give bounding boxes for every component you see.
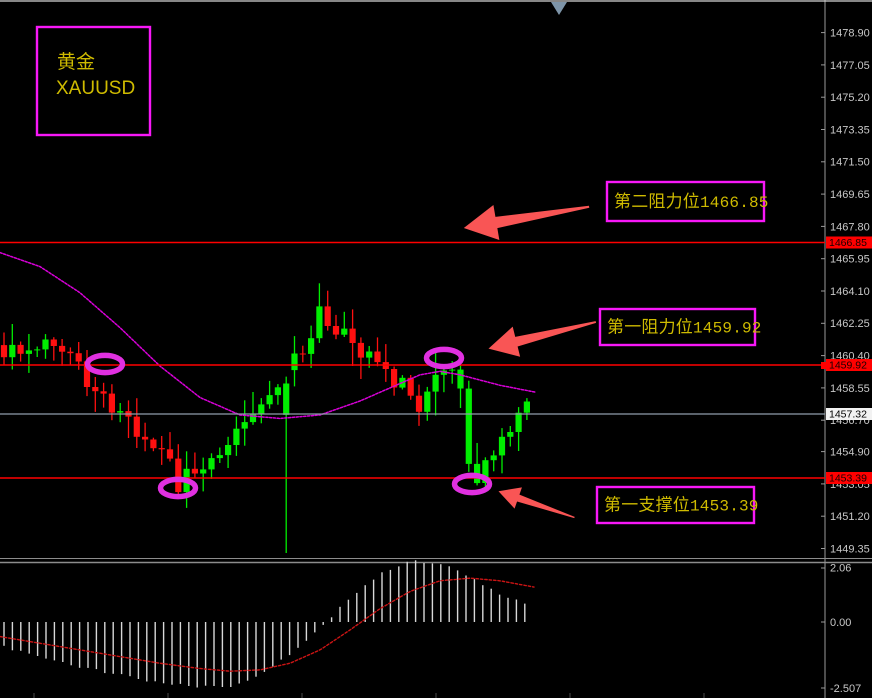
svg-text:1465.95: 1465.95 xyxy=(830,254,870,266)
svg-text:1478.90: 1478.90 xyxy=(830,28,870,40)
svg-text:第一支撑位1453.39: 第一支撑位1453.39 xyxy=(604,496,759,516)
svg-text:1457.32: 1457.32 xyxy=(829,408,867,420)
svg-text:1467.80: 1467.80 xyxy=(830,221,870,233)
svg-text:第二阻力位1466.85: 第二阻力位1466.85 xyxy=(614,192,769,212)
svg-text:黄金: 黄金 xyxy=(57,51,95,73)
svg-text:1466.85: 1466.85 xyxy=(829,237,867,249)
svg-text:1458.55: 1458.55 xyxy=(830,383,870,395)
svg-text:1477.05: 1477.05 xyxy=(830,60,870,72)
svg-text:0.00: 0.00 xyxy=(830,617,851,629)
svg-text:1449.35: 1449.35 xyxy=(830,543,870,555)
svg-text:1471.50: 1471.50 xyxy=(830,157,870,169)
svg-text:-2.507: -2.507 xyxy=(830,683,861,695)
svg-text:1451.20: 1451.20 xyxy=(830,511,870,523)
svg-text:1462.25: 1462.25 xyxy=(830,318,870,330)
svg-text:XAUUSD: XAUUSD xyxy=(56,78,135,99)
svg-text:1453.39: 1453.39 xyxy=(829,472,867,484)
svg-text:1464.10: 1464.10 xyxy=(830,286,870,298)
svg-text:1473.35: 1473.35 xyxy=(830,124,870,136)
svg-text:1459.92: 1459.92 xyxy=(829,359,867,371)
svg-text:2.06: 2.06 xyxy=(830,563,851,575)
svg-text:1454.90: 1454.90 xyxy=(830,447,870,459)
svg-text:第一阻力位1459.92: 第一阻力位1459.92 xyxy=(607,318,762,338)
svg-text:1475.20: 1475.20 xyxy=(830,92,870,104)
svg-text:1469.65: 1469.65 xyxy=(830,189,870,201)
